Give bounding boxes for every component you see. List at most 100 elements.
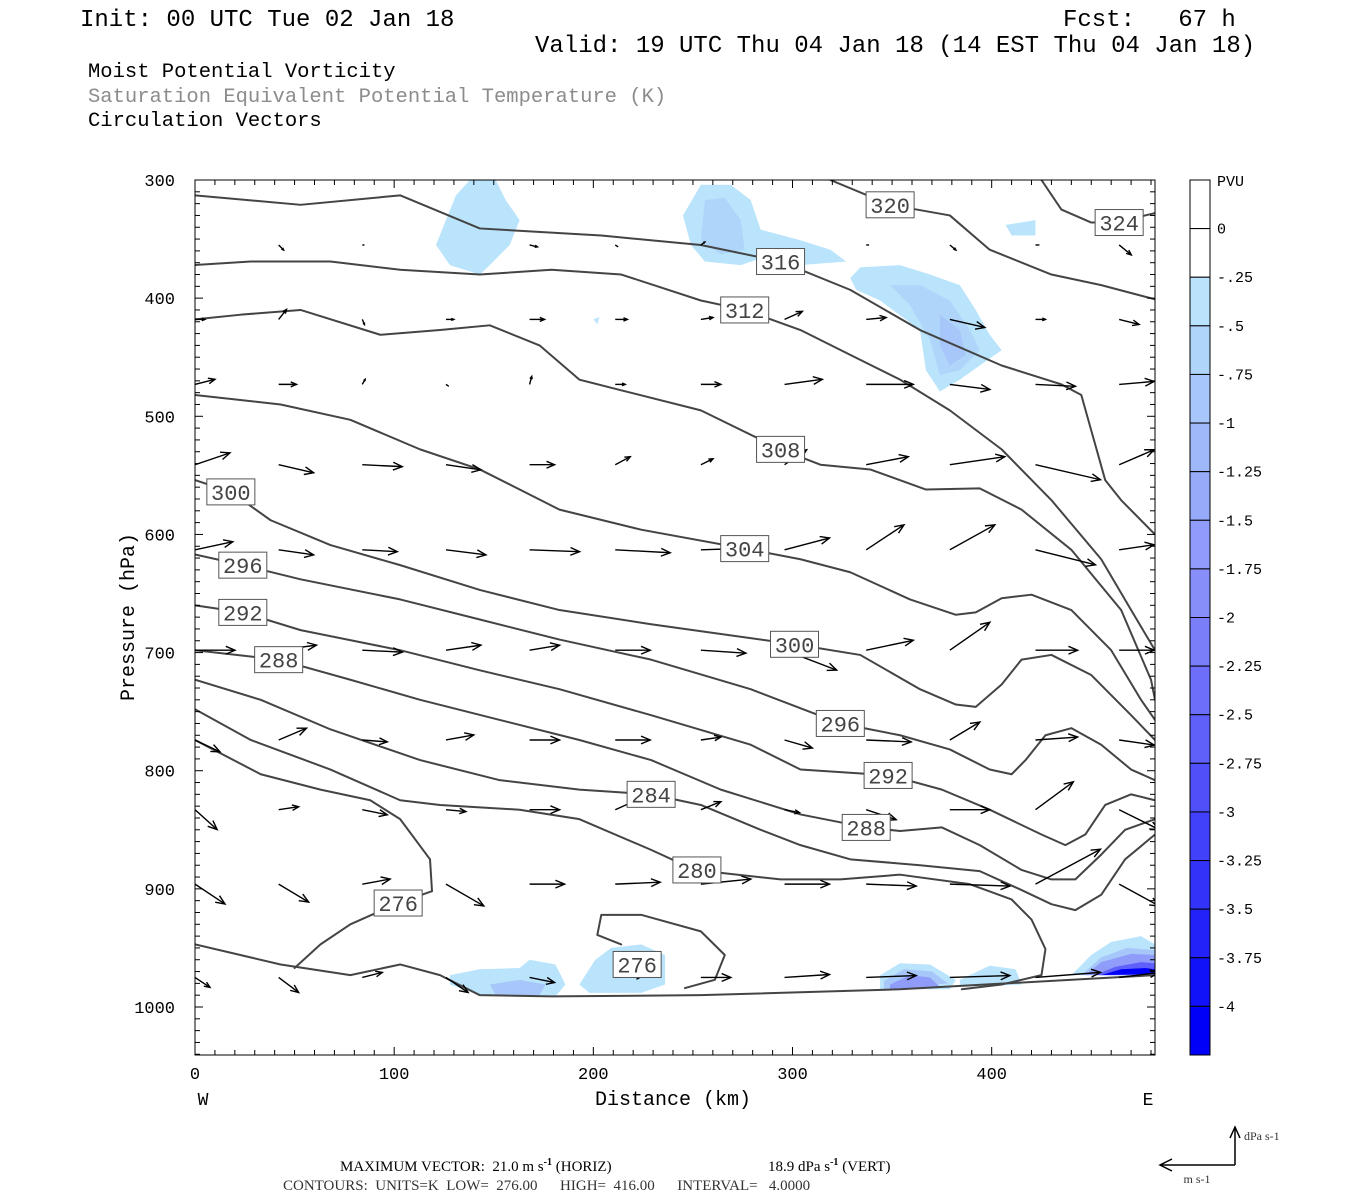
arrow-head [392,461,405,471]
arrow-head [210,744,222,753]
y-tick-label: 800 [144,764,175,783]
pv-shading [435,180,1155,997]
contour-label: 296 [815,709,865,738]
contour-label-text: 324 [1099,213,1139,238]
arrow-head [621,382,628,387]
vector-arrow [529,642,562,652]
colorbar: PVU 0 -.25 -.5 -.75 -1 -1.25 -1.5 -1.75 -2 -2.25 -2… [1189,174,1262,1056]
arrow-head [1149,897,1155,907]
arrow-head [721,972,733,983]
vector-arrow [614,244,619,248]
arrow-shaft [1119,544,1155,551]
vector-arrow [195,317,207,322]
east-label: E [1143,1091,1154,1111]
contour-label-text: 304 [725,539,765,564]
vector-arrow [700,972,733,983]
max-horiz-value: 21.0 m s [492,1159,543,1175]
arrow-head [392,647,405,657]
colorbar-label: -4 [1217,999,1235,1016]
arrow-shaft [445,809,467,813]
contour-label-text: 276 [378,893,418,918]
contour-label-text: 284 [631,784,671,809]
vector-arrow [866,379,916,389]
arrow-head [819,535,832,545]
arrow-head [1149,969,1155,979]
arrow-shaft [1118,449,1155,466]
vector-arrow [445,383,450,387]
colorbar-label: -2 [1217,611,1235,628]
vector-arrow [195,976,212,989]
arrow-head [984,523,997,534]
vector-arrow [700,648,748,658]
arrow-shaft [1119,739,1155,746]
arrow-shaft [445,883,485,907]
arrow-shaft [784,739,813,749]
arrow-head [219,451,232,461]
arrow-shaft [949,524,996,551]
contour-300 [195,479,1155,741]
contour-label-text: 296 [821,713,861,738]
vector-arrow [1035,848,1103,885]
colorbar-bin [1189,373,1211,424]
arrow-head [1131,319,1141,327]
colorbar-bin [1189,568,1211,619]
vector-arrow [615,645,653,655]
colorbar-bin [1189,811,1211,862]
vector-arrow [362,970,385,979]
arrow-head [378,809,390,818]
vector-arrow [362,461,405,471]
contour-label-box [770,630,820,658]
arrow-head [702,240,707,244]
vector-arrow [1118,318,1141,327]
colorbar-label: -2.5 [1217,708,1253,725]
arrow-shaft [700,649,746,654]
colorbar-label: -.25 [1217,270,1253,287]
vector-arrow [949,721,982,741]
arrow-shaft [195,739,221,753]
vector-arrow [1035,549,1098,568]
colorbar-label: -1.5 [1217,513,1253,530]
arrow-shaft [362,971,383,979]
colorbar-bin [1189,422,1211,473]
vector-arrow [784,535,832,551]
x-tick-label: 200 [578,1066,609,1085]
arrow-head [1067,733,1080,743]
arrow-shaft [195,883,226,905]
arrow-head [380,876,392,886]
arrow-shaft [278,727,307,741]
arrow-shaft [949,721,981,741]
vector-arrow [615,735,653,745]
contour-label-box [218,598,268,626]
arrow-shaft [949,974,1010,979]
contour-label-box [815,709,865,737]
colorbar-label: -3 [1217,805,1235,822]
arrow-shaft [362,649,403,653]
vector-arrow [866,736,913,747]
vector-arrow [195,451,232,466]
title-theta-es: Saturation Equivalent Potential Temperat… [88,86,666,109]
arrow-shaft [529,549,580,553]
contour-label: 292 [863,761,913,790]
arrow-shaft [866,974,917,979]
vector-arrow [195,883,227,906]
west-label: W [198,1091,209,1111]
arrow-head [640,735,653,745]
arrow-shaft [1119,972,1155,979]
contour-label-box [218,551,268,579]
contour-label: 304 [720,535,770,564]
vector-arrow [195,739,222,753]
contour-label-box [720,296,770,324]
vector-arrow [278,308,288,320]
arrow-shaft [445,464,482,471]
vector-arrow [362,546,400,556]
colorbar-bin [1189,519,1211,570]
vector-arrow [361,377,367,385]
vector-arrow [278,727,309,741]
max-vert-text: 18.9 dPa s-1 (VERT) [768,1157,890,1175]
arrow-head [979,621,992,632]
vector-arrow [700,240,707,246]
vector-arrow [784,970,832,980]
arrow-head [1090,968,1103,978]
arrow-shaft [784,537,830,551]
vector-arrow [614,455,632,466]
